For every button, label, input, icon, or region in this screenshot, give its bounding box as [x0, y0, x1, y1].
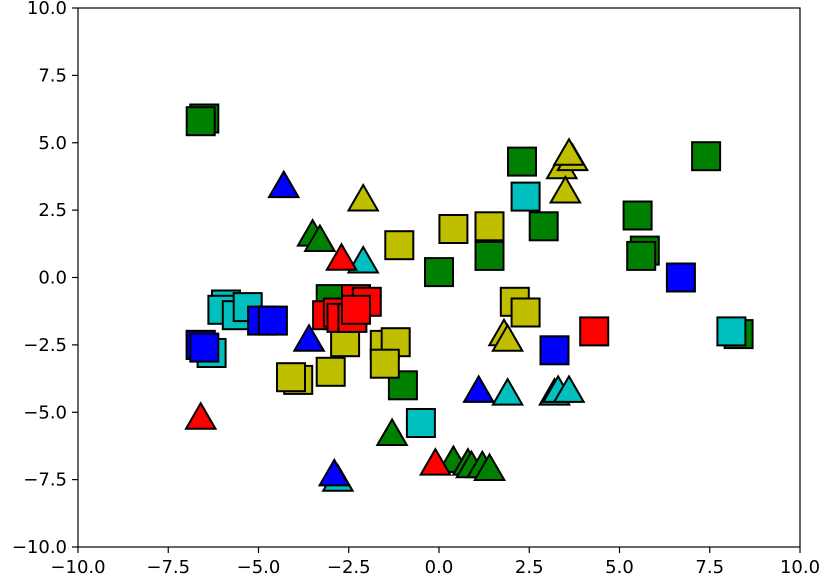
yellow-square-point — [438, 214, 469, 244]
yellow-square-point — [276, 362, 306, 393]
y-tick-label: −5.0 — [23, 402, 67, 423]
marker-layer — [184, 103, 754, 492]
blue-triangle-point — [292, 323, 326, 352]
blue-square-point — [539, 335, 570, 366]
red-square-point — [341, 294, 371, 325]
x-axis: −10.0 −7.5 −5.0 −2.5 0.0 2.5 5.0 7.5 10.0 — [50, 547, 820, 578]
cyan-square-point — [716, 316, 747, 347]
y-tick-label: −7.5 — [23, 470, 67, 491]
green-square-point — [626, 240, 657, 271]
y-tick-label: 2.5 — [38, 200, 67, 221]
green-square-point — [424, 257, 454, 288]
cyan-square-point — [510, 181, 541, 212]
blue-square-point — [257, 305, 288, 336]
blue-square-point — [189, 332, 220, 363]
yellow-square-point — [510, 297, 541, 328]
yellow-triangle-point — [552, 137, 586, 166]
green-square-point — [507, 146, 537, 177]
y-axis: 10.0 7.5 5.0 2.5 0.0 −2.5 −5.0 −7.5 −10.0 — [12, 0, 78, 558]
green-triangle-point — [375, 417, 409, 446]
x-tick-label: 7.5 — [695, 557, 724, 578]
yellow-triangle-point — [491, 323, 525, 352]
green-square-point — [691, 141, 722, 172]
green-square-point — [185, 106, 216, 137]
green-square-point — [474, 240, 505, 271]
x-tick-label: −7.5 — [146, 557, 190, 578]
x-tick-label: 5.0 — [605, 557, 634, 578]
x-tick-label: 2.5 — [515, 557, 544, 578]
yellow-square-point — [369, 348, 400, 379]
red-triangle-point — [184, 401, 218, 430]
green-square-point — [528, 211, 559, 242]
cyan-triangle-point — [491, 377, 525, 406]
yellow-triangle-point — [346, 182, 380, 212]
y-tick-label: −2.5 — [23, 335, 67, 356]
blue-triangle-point — [267, 169, 301, 199]
cyan-triangle-point — [552, 374, 586, 403]
y-tick-label: 7.5 — [38, 65, 67, 86]
x-tick-label: −2.5 — [327, 557, 371, 578]
yellow-square-point — [315, 356, 346, 387]
green-triangle-point — [303, 223, 337, 252]
x-tick-label: −10.0 — [50, 557, 105, 578]
red-triangle-point — [418, 447, 452, 476]
y-tick-label: 10.0 — [27, 0, 67, 19]
y-tick-label: 5.0 — [38, 133, 67, 154]
cyan-square-point — [405, 408, 436, 438]
blue-triangle-point — [462, 374, 496, 403]
blue-triangle-point — [317, 457, 351, 487]
x-tick-label: −5.0 — [237, 557, 281, 578]
x-tick-label: 10.0 — [780, 557, 820, 578]
red-square-point — [579, 316, 610, 347]
blue-square-point — [665, 262, 696, 293]
green-square-point — [622, 200, 653, 231]
yellow-triangle-point — [548, 175, 582, 204]
y-tick-label: 0.0 — [38, 268, 67, 289]
red-triangle-point — [325, 242, 359, 271]
y-tick-label: −10.0 — [12, 537, 67, 558]
yellow-square-point — [384, 230, 415, 261]
yellow-square-point — [474, 211, 505, 242]
x-tick-label: 0.0 — [425, 557, 454, 578]
cyan-triangle-point — [346, 244, 380, 274]
green-triangle-point — [473, 452, 507, 481]
